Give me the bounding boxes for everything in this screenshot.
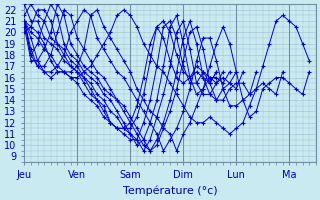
X-axis label: Température (°c): Température (°c) (123, 185, 217, 196)
